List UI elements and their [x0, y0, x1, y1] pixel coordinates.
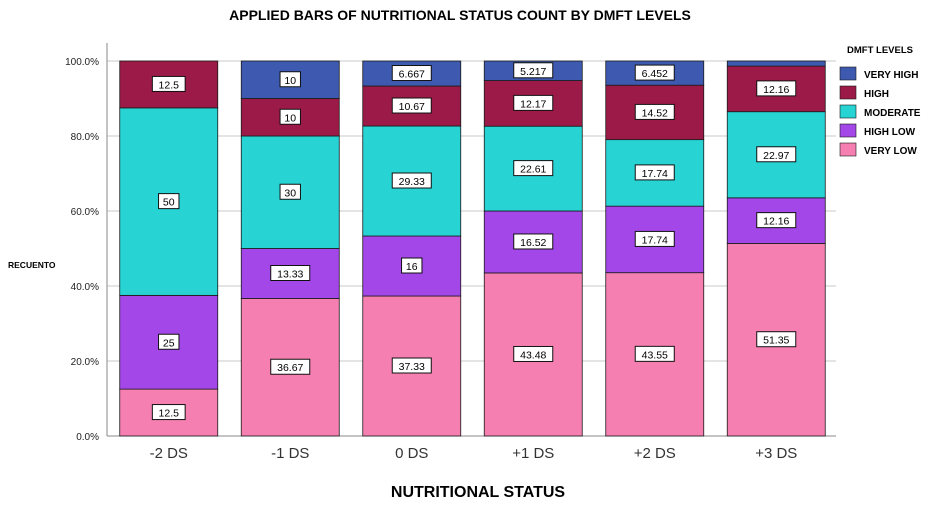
x-tick-label: +3 DS — [755, 445, 797, 462]
legend-title: DMFT LEVELS — [847, 45, 913, 56]
legend-swatch — [839, 142, 857, 157]
data-label: 10 — [284, 112, 296, 124]
data-label: 22.97 — [763, 150, 789, 162]
data-label-box — [756, 331, 797, 348]
data-label: 10.67 — [399, 101, 425, 113]
data-label-box — [151, 75, 186, 92]
legend-swatch — [839, 85, 857, 100]
data-label-box — [634, 64, 675, 81]
data-label-box — [151, 404, 186, 421]
data-label-box — [158, 333, 180, 350]
data-label: 12.16 — [763, 84, 789, 96]
data-label: 25 — [163, 337, 175, 349]
data-label-box — [279, 183, 301, 200]
data-label-box — [756, 212, 797, 229]
legend-label: HIGH LOW — [864, 127, 916, 138]
data-label-box — [634, 230, 675, 247]
legend-label: VERY LOW — [864, 146, 917, 157]
data-label-box — [391, 97, 432, 114]
data-label: 12.17 — [520, 98, 546, 110]
data-label-box — [634, 103, 675, 120]
legend-label: VERY HIGH — [864, 70, 918, 81]
data-label: 22.61 — [520, 164, 546, 176]
data-label-box — [391, 357, 432, 374]
chart-title: APPLIED BARS OF NUTRITIONAL STATUS COUNT… — [229, 7, 691, 23]
data-label: 5.217 — [520, 66, 546, 78]
data-label: 6.667 — [399, 69, 425, 81]
data-label: 29.33 — [399, 176, 425, 188]
data-label-box — [513, 94, 554, 111]
y-tick-label: 60.0% — [71, 207, 99, 218]
data-label: 12.5 — [159, 408, 180, 420]
data-label: 12.5 — [159, 79, 180, 91]
x-tick-label: 0 DS — [395, 445, 428, 462]
x-tick-label: +2 DS — [634, 445, 676, 462]
data-label: 13.33 — [277, 268, 303, 280]
plot-background — [107, 43, 836, 436]
data-label-box — [756, 80, 797, 97]
data-label-box — [279, 71, 301, 88]
data-label: 17.74 — [642, 168, 668, 180]
data-label-box — [634, 164, 675, 181]
y-tick-label: 80.0% — [71, 132, 99, 143]
data-label: 43.55 — [642, 349, 668, 361]
x-tick-label: +1 DS — [512, 445, 554, 462]
data-label-box — [513, 62, 554, 79]
data-label: 30 — [284, 187, 296, 199]
data-label-box — [391, 65, 432, 82]
legend-label: MODERATE — [864, 108, 921, 119]
data-label-box — [634, 345, 675, 362]
y-tick-label: 20.0% — [71, 357, 99, 368]
data-label-box — [756, 146, 797, 163]
data-label-box — [513, 160, 554, 177]
y-tick-label: 40.0% — [71, 282, 99, 293]
y-tick-label: 0.0% — [76, 432, 99, 443]
data-label: 10 — [284, 75, 296, 87]
data-label-box — [513, 345, 554, 362]
legend-swatch — [839, 123, 857, 138]
data-label: 43.48 — [520, 349, 546, 361]
y-tick-label: 100.0% — [65, 57, 99, 68]
data-label-box — [270, 264, 311, 281]
y-axis-label: RECUENTO — [8, 260, 56, 270]
data-label: 51.35 — [763, 335, 789, 347]
data-label: 6.452 — [642, 68, 668, 80]
data-label-box — [279, 108, 301, 125]
data-label: 50 — [163, 197, 175, 209]
legend: VERY HIGH HIGH MODERATE HIGH LOW VERY LOW — [839, 66, 921, 157]
data-label: 17.74 — [642, 234, 668, 246]
legend-swatch — [839, 104, 857, 119]
data-label-box — [270, 358, 311, 375]
x-axis-label: NUTRITIONAL STATUS — [391, 484, 566, 501]
data-label-box — [391, 172, 432, 189]
plot-area: 0.0% 20.0% 40.0% 60.0% 80.0% 100.0% 12.5 25 50 12… — [65, 43, 836, 462]
data-label-box — [513, 233, 554, 250]
data-label: 12.16 — [763, 216, 789, 228]
data-label-box — [401, 257, 423, 274]
data-label: 14.52 — [642, 107, 668, 119]
data-label: 36.67 — [277, 362, 303, 374]
bar-segment-very-high — [726, 60, 826, 67]
data-label: 37.33 — [399, 361, 425, 373]
x-tick-label: -1 DS — [271, 445, 309, 462]
legend-label: HIGH — [864, 89, 889, 100]
legend-swatch — [839, 66, 857, 81]
data-label: 16 — [406, 261, 418, 273]
data-label-box — [158, 193, 180, 210]
data-label: 16.52 — [520, 237, 546, 249]
x-tick-label: -2 DS — [150, 445, 188, 462]
